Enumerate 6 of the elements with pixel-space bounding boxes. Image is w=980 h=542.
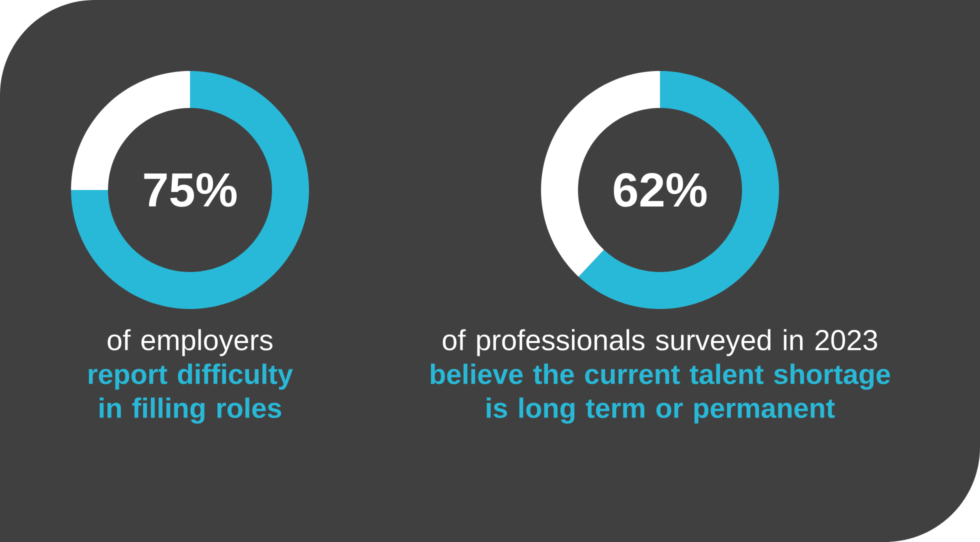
text: report difficulty in filling roles bbox=[88, 364, 293, 424]
text: of employers bbox=[108, 329, 272, 356]
text: believe the current talent shortage is long term or permanent bbox=[430, 364, 890, 424]
text: of professionals surveyed in 2023 bbox=[442, 329, 878, 356]
data-label: 75% bbox=[144, 173, 237, 207]
data-label: 62% bbox=[614, 173, 707, 207]
